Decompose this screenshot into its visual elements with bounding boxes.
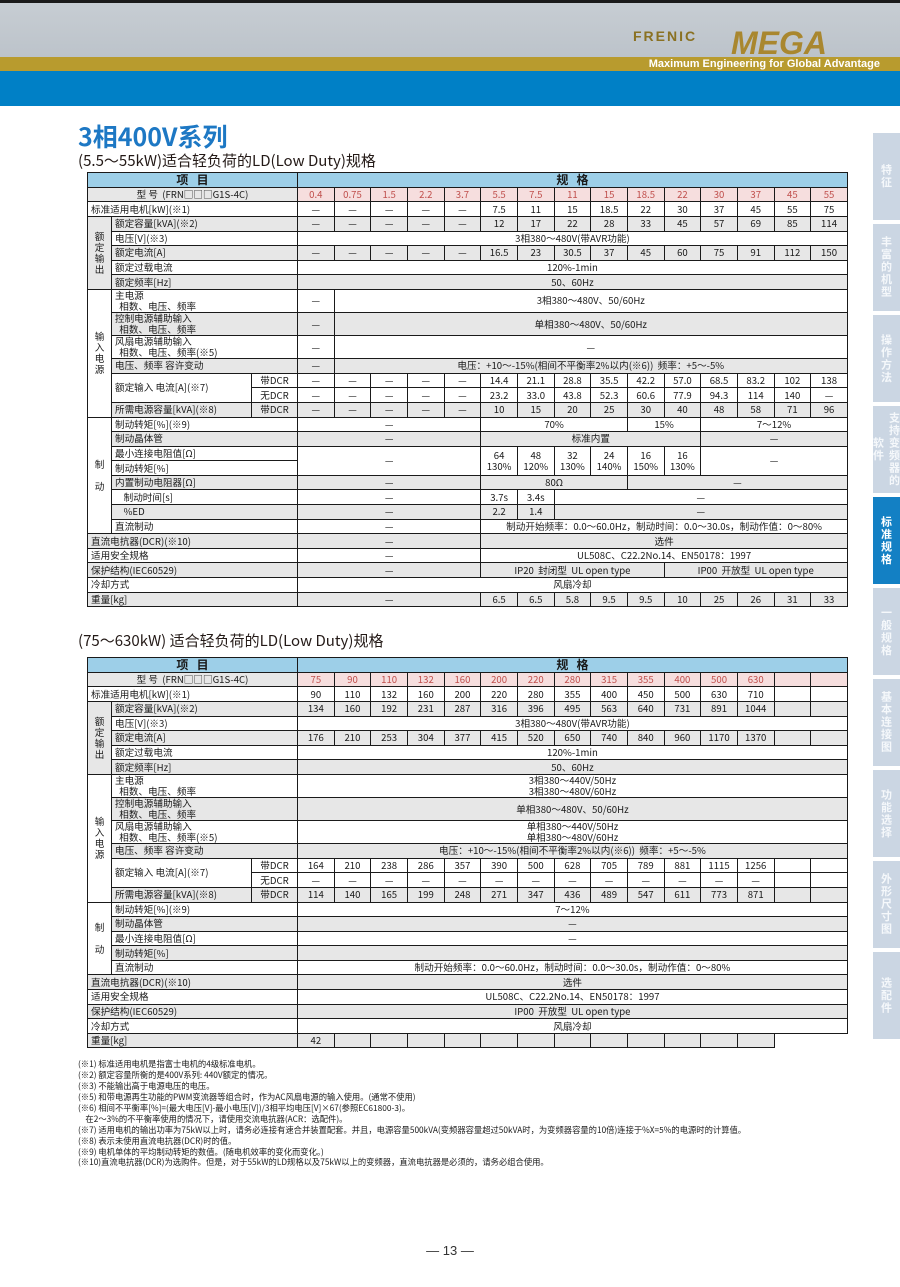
svg-text:MEGA: MEGA bbox=[731, 25, 827, 61]
svg-text:FRENIC: FRENIC bbox=[633, 28, 697, 44]
